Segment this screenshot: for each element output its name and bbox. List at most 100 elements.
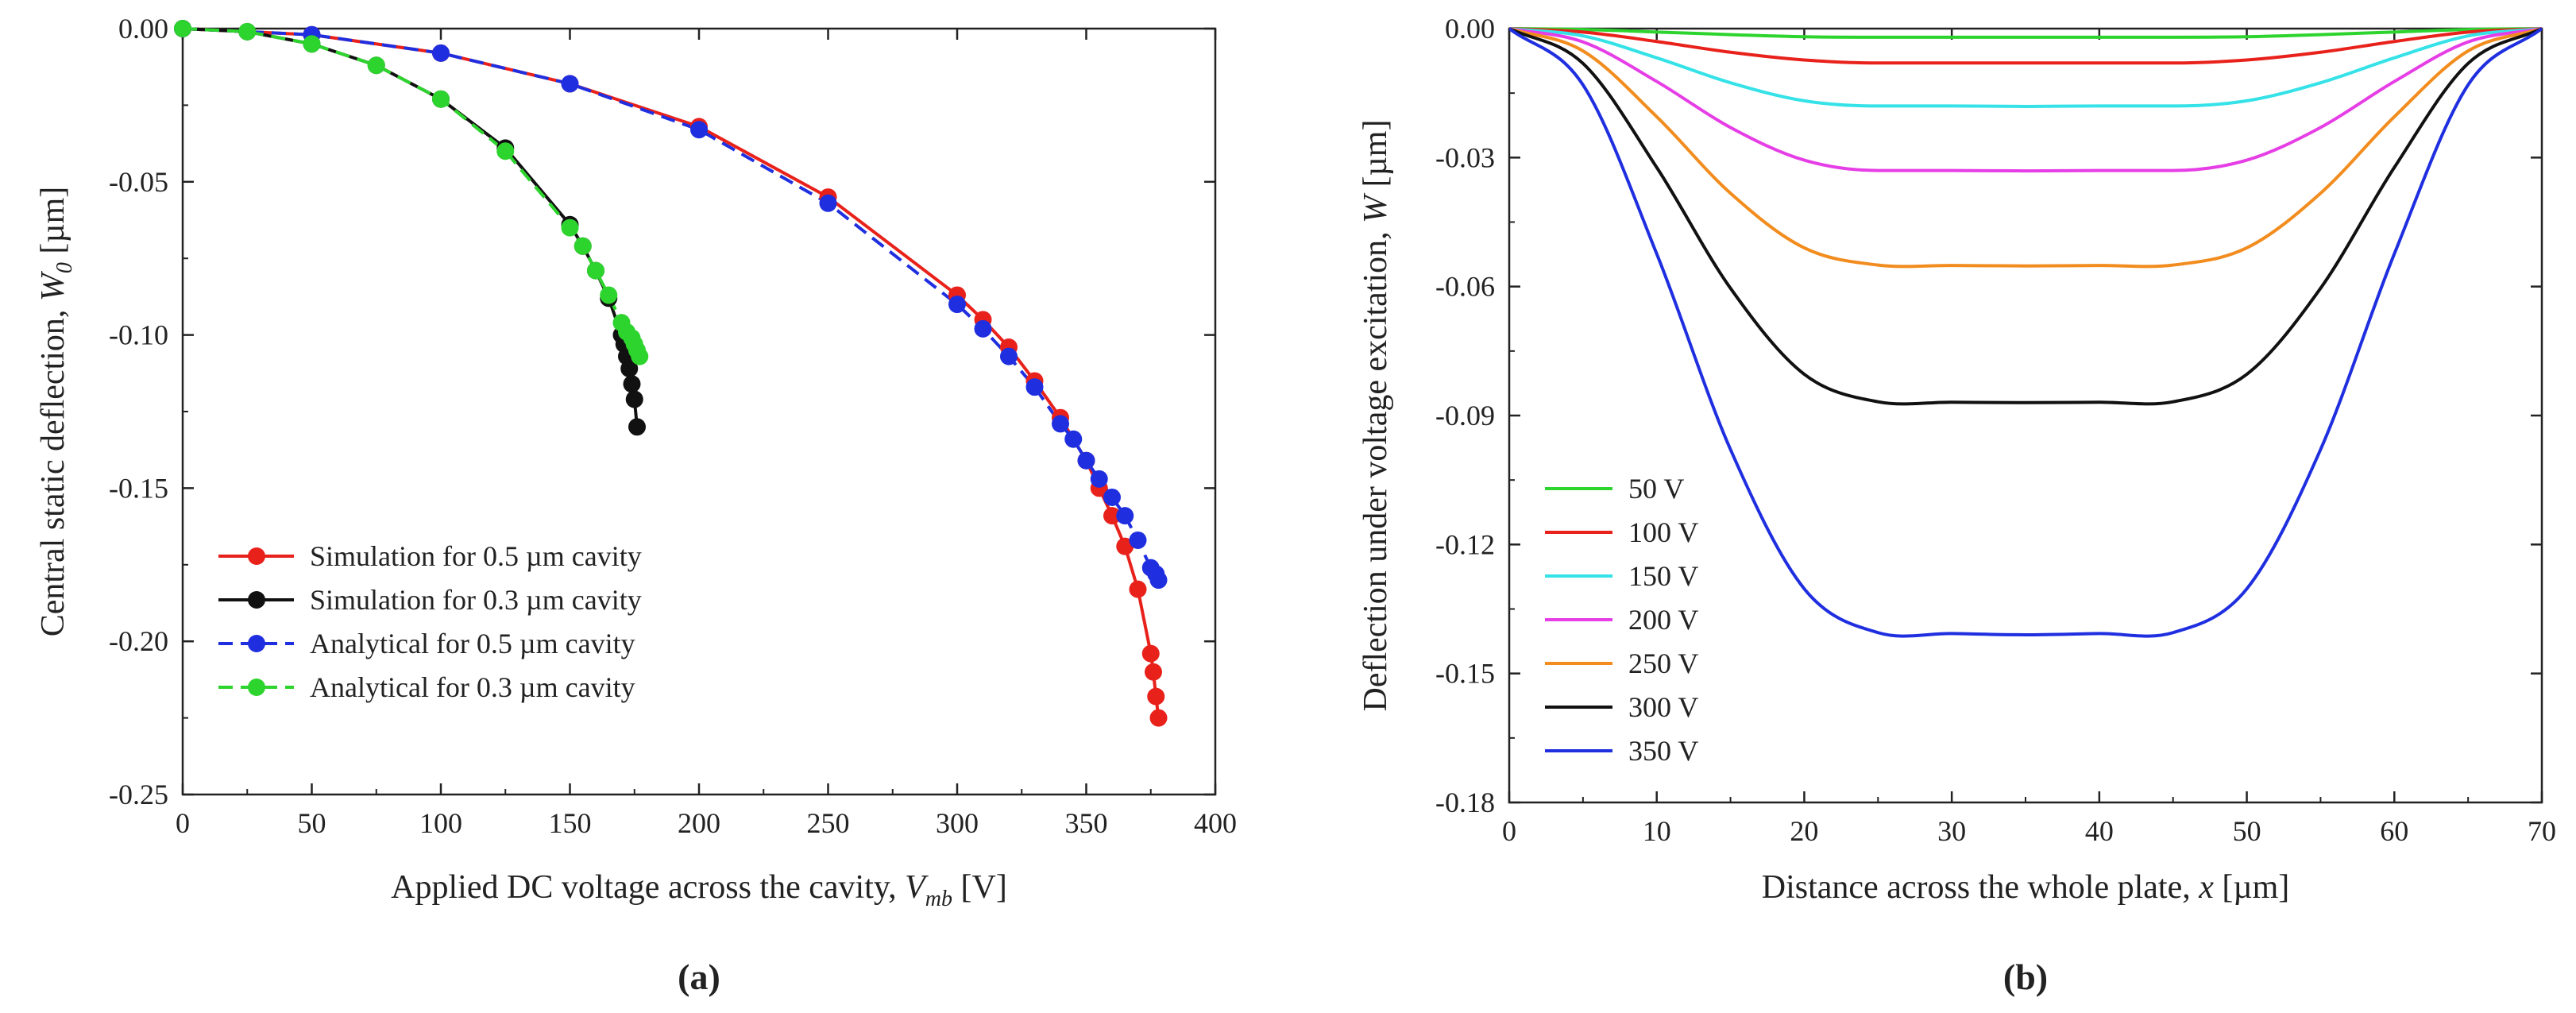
legend-label: 100 V bbox=[1628, 516, 1698, 548]
profile-curve-200v bbox=[1509, 27, 2542, 173]
legend-label: 150 V bbox=[1628, 560, 1698, 592]
series-line-3 bbox=[183, 27, 1161, 581]
data-point bbox=[303, 35, 321, 53]
legend-marker bbox=[248, 591, 265, 609]
y-tick-label: -0.12 bbox=[1435, 528, 1495, 560]
x-tick-label: 10 bbox=[1643, 815, 1671, 847]
y-tick-label: -0.10 bbox=[109, 319, 168, 351]
y-tick-label: -0.25 bbox=[109, 779, 168, 810]
legend-label: 250 V bbox=[1628, 648, 1698, 679]
data-point bbox=[819, 194, 837, 212]
chart-panel-b: 0 10 20 30 40 50 60 70 0.00 -0.03 -0.06 -0.09 -0.12 -… bbox=[1358, 13, 2556, 997]
panel-label: (b) bbox=[2003, 957, 2048, 997]
x-tick-label: 350 bbox=[1065, 807, 1108, 839]
legend-label: 200 V bbox=[1628, 604, 1698, 636]
x-tick-label: 400 bbox=[1194, 807, 1237, 839]
data-point bbox=[432, 90, 450, 108]
data-point bbox=[1149, 709, 1168, 727]
data-point bbox=[1149, 571, 1168, 590]
x-tick-label: 250 bbox=[807, 807, 850, 839]
x-tick-label: 100 bbox=[419, 807, 462, 839]
y-tick-label: -0.20 bbox=[109, 625, 168, 657]
data-point bbox=[367, 56, 385, 75]
data-point bbox=[238, 22, 257, 41]
data-point bbox=[623, 375, 641, 393]
x-tick-label: 70 bbox=[2528, 815, 2556, 847]
profile-curve-100v bbox=[1509, 27, 2542, 65]
x-tick-label: 50 bbox=[2233, 815, 2261, 847]
data-point bbox=[1077, 451, 1095, 470]
x-tick-label: 300 bbox=[936, 807, 979, 839]
data-point bbox=[1052, 415, 1069, 433]
data-point bbox=[587, 261, 604, 280]
data-point bbox=[600, 286, 618, 304]
data-point bbox=[1000, 347, 1018, 365]
data-point bbox=[1145, 663, 1162, 681]
profile-curve-300v bbox=[1509, 27, 2542, 406]
data-point bbox=[174, 20, 191, 37]
profile-curve-250v bbox=[1509, 27, 2542, 269]
x-tick-label: 0 bbox=[1502, 815, 1516, 847]
x-tick-label: 150 bbox=[549, 807, 592, 839]
y-axis-title: Central static deflection, W0 [µm] bbox=[35, 187, 77, 637]
data-point bbox=[1090, 470, 1108, 488]
data-point bbox=[1103, 507, 1121, 525]
profile-curve-50v bbox=[1509, 27, 2542, 39]
data-point bbox=[1064, 430, 1083, 448]
data-point bbox=[1129, 580, 1147, 598]
data-point bbox=[1147, 687, 1165, 706]
x-tick-label: 0 bbox=[176, 807, 190, 839]
data-point bbox=[432, 44, 450, 62]
data-point bbox=[1129, 531, 1147, 549]
chart-panel-a: 0 50 100 150 200 250 300 350 400 0.00 -0.05 -0.10 -0… bbox=[35, 13, 1237, 997]
legend-label: Analytical for 0.3 µm cavity bbox=[310, 671, 635, 703]
panel-label: (a) bbox=[678, 957, 720, 997]
x-tick-label: 40 bbox=[2085, 815, 2114, 847]
y-tick-label: 0.00 bbox=[118, 13, 168, 44]
plot-frame bbox=[1508, 27, 2543, 804]
data-point bbox=[1116, 507, 1134, 525]
x-tick-label: 20 bbox=[1790, 815, 1818, 847]
x-axis-title: Applied DC voltage across the cavity, Vm… bbox=[391, 869, 1007, 911]
x-tick-label: 30 bbox=[1937, 815, 1966, 847]
legend-label: Simulation for 0.3 µm cavity bbox=[310, 584, 642, 616]
y-tick-label: -0.03 bbox=[1435, 141, 1495, 173]
legend-label: Analytical for 0.5 µm cavity bbox=[310, 628, 635, 659]
data-point bbox=[948, 296, 966, 314]
data-point bbox=[561, 75, 579, 93]
y-tick-label: -0.18 bbox=[1435, 787, 1495, 818]
series-line-1 bbox=[183, 27, 1161, 718]
legend-label: 350 V bbox=[1628, 735, 1698, 767]
y-tick-label: -0.05 bbox=[109, 166, 168, 198]
plot-area bbox=[1509, 27, 2542, 638]
y-tick-label: 0.00 bbox=[1445, 13, 1495, 44]
y-tick-label: -0.09 bbox=[1435, 400, 1495, 431]
profile-curve-350v bbox=[1509, 27, 2542, 638]
x-tick-label: 200 bbox=[678, 807, 720, 839]
data-point bbox=[574, 237, 592, 255]
y-tick-label: -0.15 bbox=[1435, 658, 1495, 690]
x-tick-label: 50 bbox=[298, 807, 326, 839]
x-tick-label: 60 bbox=[2380, 815, 2408, 847]
data-point bbox=[496, 142, 515, 160]
y-tick-label: -0.15 bbox=[109, 472, 168, 504]
data-point bbox=[1103, 488, 1121, 506]
data-point bbox=[628, 418, 646, 436]
data-point bbox=[620, 360, 639, 378]
y-tick-label: -0.06 bbox=[1435, 271, 1495, 303]
legend-marker bbox=[248, 679, 265, 696]
data-point bbox=[690, 121, 708, 139]
x-axis-title: Distance across the whole plate, x [µm] bbox=[1762, 869, 2289, 906]
data-point bbox=[1025, 378, 1044, 396]
data-point bbox=[561, 218, 579, 237]
legend-marker bbox=[248, 635, 265, 652]
y-axis-title: Deflection under voltage excitation, W [… bbox=[1358, 120, 1394, 712]
legend-label: 50 V bbox=[1628, 473, 1684, 505]
legend-label: Simulation for 0.5 µm cavity bbox=[310, 540, 642, 572]
data-point bbox=[625, 390, 643, 408]
data-point bbox=[631, 347, 649, 365]
profile-curve-150v bbox=[1509, 27, 2542, 108]
data-point bbox=[1141, 644, 1160, 663]
data-point bbox=[974, 319, 992, 338]
